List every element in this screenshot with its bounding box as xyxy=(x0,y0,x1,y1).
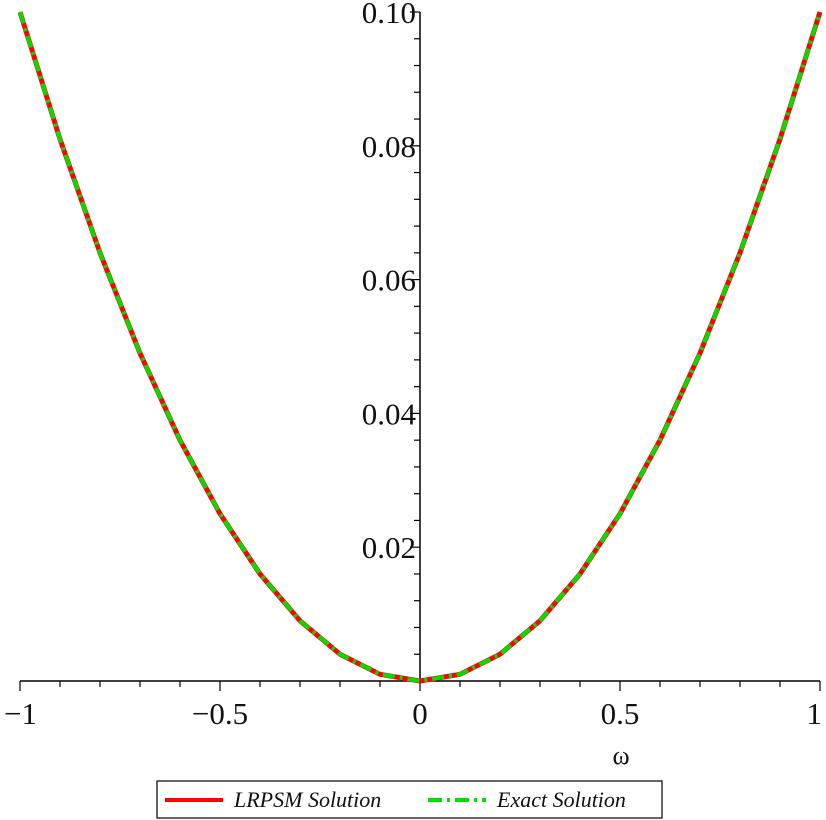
legend: LRPSM Solution Exact Solution xyxy=(156,780,663,819)
y-tick-label: 0.04 xyxy=(362,396,417,431)
legend-box xyxy=(156,780,663,819)
y-tick-label: 0.06 xyxy=(362,263,416,298)
legend-items: LRPSM Solution Exact Solution xyxy=(165,787,626,812)
x-ticks: −1 −0.5 0 0.5 1 xyxy=(4,681,822,731)
y-tick-label: 0.08 xyxy=(362,129,416,164)
x-tick-label: −0.5 xyxy=(192,696,248,731)
y-ticks: 0.02 0.04 0.06 0.08 0.10 xyxy=(362,0,420,655)
y-tick-label: 0.02 xyxy=(362,530,416,565)
x-tick-label: 0.5 xyxy=(601,696,640,731)
x-tick-label: 0 xyxy=(412,696,428,731)
x-axis-label: ω xyxy=(612,741,629,770)
series-layer xyxy=(17,11,823,684)
legend-label: Exact Solution xyxy=(496,787,626,812)
x-tick-label: 1 xyxy=(807,696,823,731)
axes: −1 −0.5 0 0.5 1 0.02 0.04 0.06 0.08 0.10 xyxy=(4,0,822,731)
series-line-exact xyxy=(18,11,822,683)
x-tick-label: −1 xyxy=(4,696,37,731)
legend-label: LRPSM Solution xyxy=(233,787,381,812)
y-tick-label: 0.10 xyxy=(362,0,416,30)
